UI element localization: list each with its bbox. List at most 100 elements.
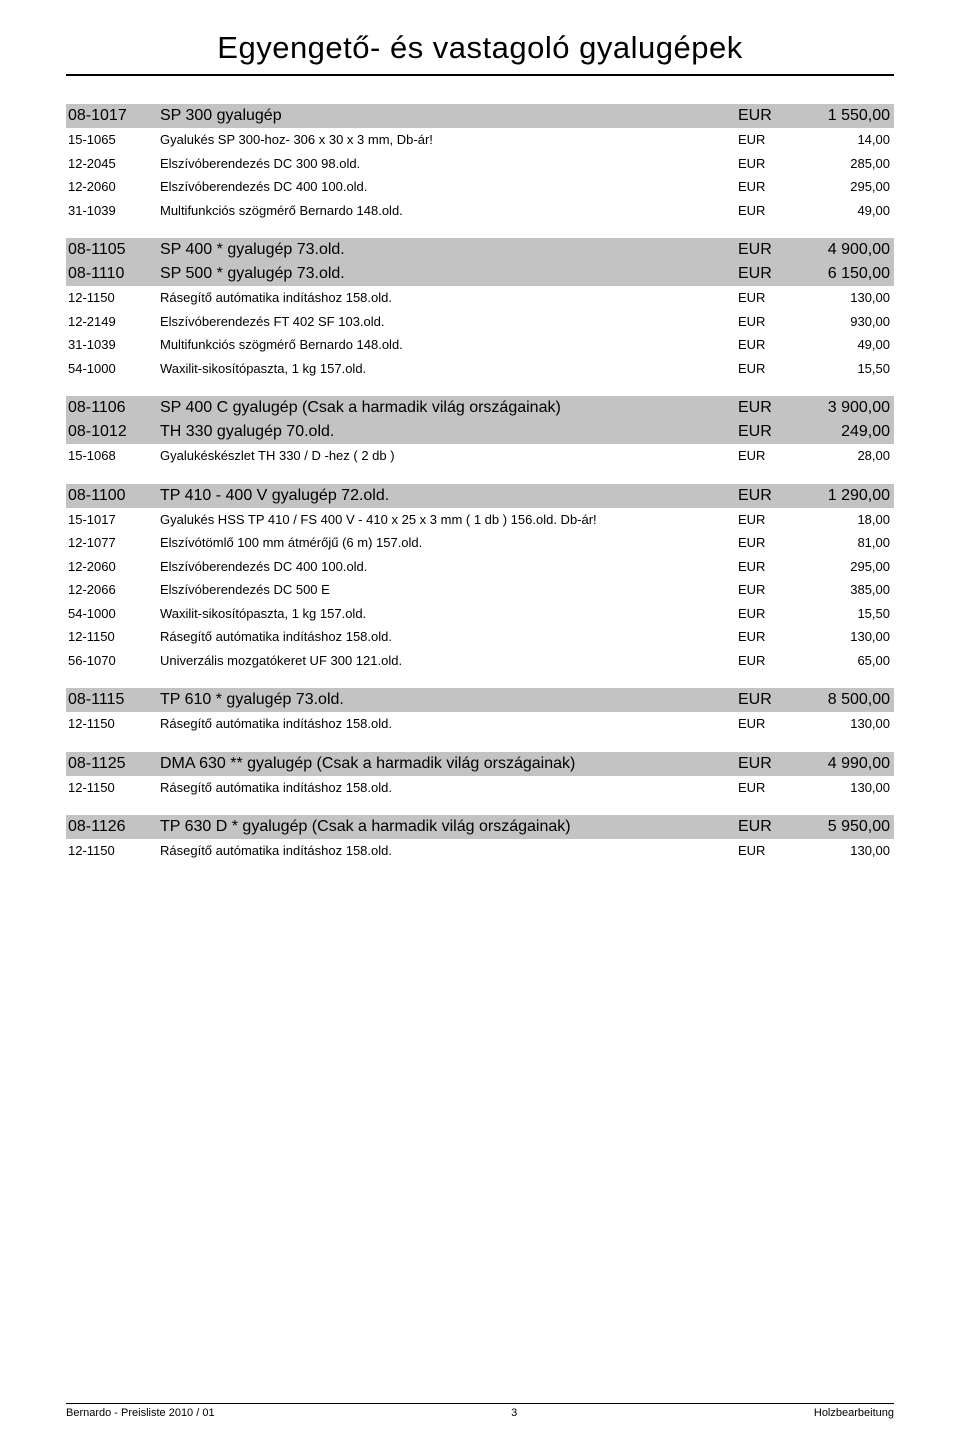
item-code: 12-1150 bbox=[68, 714, 160, 734]
item-price: 285,00 bbox=[792, 154, 890, 174]
header-currency: EUR bbox=[738, 487, 792, 505]
header-code: 08-1105 bbox=[68, 241, 160, 259]
header-code: 08-1100 bbox=[68, 487, 160, 505]
header-code: 08-1126 bbox=[68, 818, 160, 836]
item-description: Elszívóberendezés DC 500 E bbox=[160, 580, 738, 600]
item-row: 15-1017Gyalukés HSS TP 410 / FS 400 V - … bbox=[66, 508, 894, 532]
group-header-row: 08-1125DMA 630 ** gyalugép (Csak a harma… bbox=[66, 752, 894, 776]
header-description: SP 400 * gyalugép 73.old. bbox=[160, 241, 738, 259]
header-description: SP 500 * gyalugép 73.old. bbox=[160, 265, 738, 283]
item-price: 130,00 bbox=[792, 714, 890, 734]
header-code: 08-1110 bbox=[68, 265, 160, 283]
item-code: 15-1017 bbox=[68, 510, 160, 530]
item-price: 130,00 bbox=[792, 288, 890, 308]
header-description: TP 410 - 400 V gyalugép 72.old. bbox=[160, 487, 738, 505]
item-row: 12-2060Elszívóberendezés DC 400 100.old.… bbox=[66, 555, 894, 579]
item-currency: EUR bbox=[738, 288, 792, 308]
item-description: Univerzális mozgatókeret UF 300 121.old. bbox=[160, 651, 738, 671]
footer-right: Holzbearbeitung bbox=[814, 1407, 894, 1419]
header-currency: EUR bbox=[738, 107, 792, 125]
item-code: 12-2066 bbox=[68, 580, 160, 600]
item-code: 15-1068 bbox=[68, 446, 160, 466]
footer-left: Bernardo - Preisliste 2010 / 01 bbox=[66, 1407, 215, 1419]
group-header-row: 08-1110SP 500 * gyalugép 73.old.EUR6 150… bbox=[66, 262, 894, 286]
item-price: 14,00 bbox=[792, 130, 890, 150]
item-description: Elszívóberendezés DC 300 98.old. bbox=[160, 154, 738, 174]
group-header-row: 08-1126TP 630 D * gyalugép (Csak a harma… bbox=[66, 815, 894, 839]
item-code: 12-1150 bbox=[68, 778, 160, 798]
price-group: 08-1105SP 400 * gyalugép 73.old.EUR4 900… bbox=[66, 238, 894, 262]
header-code: 08-1125 bbox=[68, 755, 160, 773]
item-description: Elszívótömlő 100 mm átmérőjű (6 m) 157.o… bbox=[160, 533, 738, 553]
item-code: 56-1070 bbox=[68, 651, 160, 671]
item-row: 54-1000Waxilit-sikosítópaszta, 1 kg 157.… bbox=[66, 602, 894, 626]
header-description: TP 610 * gyalugép 73.old. bbox=[160, 691, 738, 709]
item-description: Elszívóberendezés DC 400 100.old. bbox=[160, 557, 738, 577]
header-price: 1 550,00 bbox=[792, 107, 890, 125]
item-code: 12-1150 bbox=[68, 627, 160, 647]
item-currency: EUR bbox=[738, 778, 792, 798]
price-group: 08-1100TP 410 - 400 V gyalugép 72.old.EU… bbox=[66, 484, 894, 673]
item-price: 15,50 bbox=[792, 604, 890, 624]
item-price: 130,00 bbox=[792, 627, 890, 647]
header-code: 08-1012 bbox=[68, 423, 160, 441]
price-list: 08-1017SP 300 gyalugépEUR1 550,0015-1065… bbox=[66, 104, 894, 863]
header-currency: EUR bbox=[738, 423, 792, 441]
item-code: 15-1065 bbox=[68, 130, 160, 150]
item-currency: EUR bbox=[738, 651, 792, 671]
item-row: 12-1150Rásegítő autómatika indításhoz 15… bbox=[66, 286, 894, 310]
item-code: 12-1077 bbox=[68, 533, 160, 553]
footer-page-number: 3 bbox=[511, 1407, 517, 1419]
item-currency: EUR bbox=[738, 557, 792, 577]
price-group: 08-1115TP 610 * gyalugép 73.old.EUR8 500… bbox=[66, 688, 894, 736]
item-description: Rásegítő autómatika indításhoz 158.old. bbox=[160, 288, 738, 308]
item-currency: EUR bbox=[738, 359, 792, 379]
item-code: 54-1000 bbox=[68, 359, 160, 379]
item-price: 49,00 bbox=[792, 201, 890, 221]
group-header-row: 08-1115TP 610 * gyalugép 73.old.EUR8 500… bbox=[66, 688, 894, 712]
item-currency: EUR bbox=[738, 510, 792, 530]
item-currency: EUR bbox=[738, 841, 792, 861]
header-code: 08-1115 bbox=[68, 691, 160, 709]
item-description: Multifunkciós szögmérő Bernardo 148.old. bbox=[160, 201, 738, 221]
item-description: Waxilit-sikosítópaszta, 1 kg 157.old. bbox=[160, 359, 738, 379]
header-price: 1 290,00 bbox=[792, 487, 890, 505]
item-row: 12-1150Rásegítő autómatika indításhoz 15… bbox=[66, 776, 894, 800]
item-description: Rásegítő autómatika indításhoz 158.old. bbox=[160, 841, 738, 861]
item-code: 31-1039 bbox=[68, 335, 160, 355]
item-code: 12-2060 bbox=[68, 557, 160, 577]
item-row: 12-1150Rásegítő autómatika indításhoz 15… bbox=[66, 839, 894, 863]
item-price: 18,00 bbox=[792, 510, 890, 530]
item-row: 54-1000Waxilit-sikosítópaszta, 1 kg 157.… bbox=[66, 357, 894, 381]
header-price: 4 990,00 bbox=[792, 755, 890, 773]
header-code: 08-1017 bbox=[68, 107, 160, 125]
item-price: 295,00 bbox=[792, 177, 890, 197]
item-currency: EUR bbox=[738, 177, 792, 197]
item-description: Rásegítő autómatika indításhoz 158.old. bbox=[160, 778, 738, 798]
item-currency: EUR bbox=[738, 154, 792, 174]
page-footer: Bernardo - Preisliste 2010 / 01 3 Holzbe… bbox=[66, 1403, 894, 1419]
header-description: DMA 630 ** gyalugép (Csak a harmadik vil… bbox=[160, 755, 738, 773]
item-currency: EUR bbox=[738, 446, 792, 466]
item-currency: EUR bbox=[738, 533, 792, 553]
item-row: 15-1065Gyalukés SP 300-hoz- 306 x 30 x 3… bbox=[66, 128, 894, 152]
group-header-row: 08-1012TH 330 gyalugép 70.old.EUR249,00 bbox=[66, 420, 894, 444]
price-group: 08-1012TH 330 gyalugép 70.old.EUR249,001… bbox=[66, 420, 894, 468]
header-price: 249,00 bbox=[792, 423, 890, 441]
item-code: 54-1000 bbox=[68, 604, 160, 624]
header-price: 8 500,00 bbox=[792, 691, 890, 709]
item-price: 130,00 bbox=[792, 841, 890, 861]
item-description: Gyalukés HSS TP 410 / FS 400 V - 410 x 2… bbox=[160, 510, 738, 530]
header-currency: EUR bbox=[738, 399, 792, 417]
group-header-row: 08-1017SP 300 gyalugépEUR1 550,00 bbox=[66, 104, 894, 128]
header-currency: EUR bbox=[738, 755, 792, 773]
price-group: 08-1125DMA 630 ** gyalugép (Csak a harma… bbox=[66, 752, 894, 800]
header-price: 4 900,00 bbox=[792, 241, 890, 259]
item-currency: EUR bbox=[738, 201, 792, 221]
item-currency: EUR bbox=[738, 580, 792, 600]
item-description: Gyalukéskészlet TH 330 / D -hez ( 2 db ) bbox=[160, 446, 738, 466]
page-title: Egyengető- és vastagoló gyalugépek bbox=[66, 30, 894, 76]
header-price: 5 950,00 bbox=[792, 818, 890, 836]
item-code: 12-2060 bbox=[68, 177, 160, 197]
item-description: Rásegítő autómatika indításhoz 158.old. bbox=[160, 714, 738, 734]
